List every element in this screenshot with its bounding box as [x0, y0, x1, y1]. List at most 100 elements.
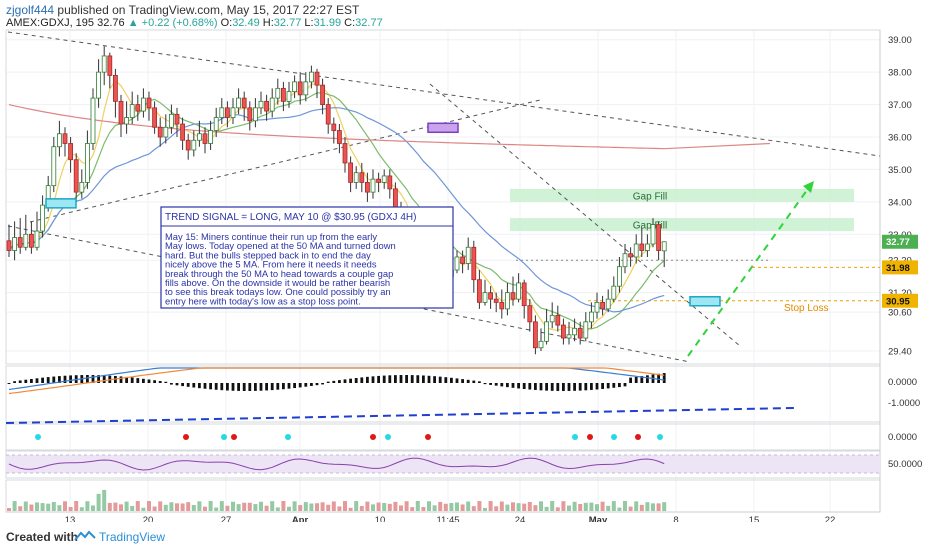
candle[interactable] [241, 97, 247, 109]
candle[interactable] [68, 143, 73, 161]
buy-marker[interactable] [689, 296, 721, 307]
candle[interactable] [454, 256, 460, 271]
candle[interactable] [544, 321, 549, 342]
candle[interactable] [113, 74, 118, 102]
candle[interactable] [325, 104, 331, 125]
candle[interactable] [213, 117, 219, 131]
candle[interactable] [381, 175, 387, 183]
candle[interactable] [628, 253, 633, 258]
signal-markers[interactable] [45, 122, 721, 307]
trendline-falling[interactable] [429, 83, 741, 347]
candle[interactable] [247, 107, 253, 122]
candle[interactable] [174, 113, 180, 125]
candle[interactable] [146, 97, 152, 109]
candle[interactable] [538, 340, 544, 349]
candle[interactable] [157, 126, 163, 138]
candle[interactable] [51, 146, 57, 187]
projection-arrow[interactable] [687, 185, 811, 357]
author-name[interactable]: zjgolf444 [6, 3, 55, 17]
candle[interactable] [208, 130, 214, 144]
candle[interactable] [85, 143, 90, 183]
candle[interactable] [73, 159, 79, 193]
candle[interactable] [308, 71, 314, 83]
candle[interactable] [370, 178, 376, 193]
candle[interactable] [6, 240, 12, 251]
candle[interactable] [219, 107, 225, 118]
candle[interactable] [622, 253, 628, 268]
candle[interactable] [527, 305, 533, 323]
candle[interactable] [577, 327, 583, 339]
time-axis[interactable]: 13 20 27 Apr 10 11:45 24 May 8 15 22 [6, 511, 880, 526]
candle[interactable] [79, 182, 85, 193]
candle[interactable] [224, 107, 230, 118]
candle[interactable] [516, 282, 521, 300]
buy-marker[interactable] [45, 198, 77, 209]
candle[interactable] [314, 71, 320, 86]
candle[interactable] [387, 175, 393, 190]
candle[interactable] [230, 107, 236, 118]
candle[interactable] [504, 292, 510, 310]
candle[interactable] [471, 246, 477, 281]
candle[interactable] [645, 243, 650, 251]
candle[interactable] [566, 334, 572, 339]
candle[interactable] [561, 324, 566, 339]
candle[interactable] [482, 292, 488, 303]
candle[interactable] [196, 133, 202, 141]
candle[interactable] [533, 321, 538, 349]
candle[interactable] [331, 123, 337, 131]
candle[interactable] [488, 292, 494, 300]
candle[interactable] [62, 133, 68, 144]
candle[interactable] [650, 224, 656, 245]
candle[interactable] [163, 126, 169, 138]
candle[interactable] [611, 285, 617, 300]
symbol-label[interactable]: AMEX:GDXJ, 195 [6, 17, 95, 29]
candle[interactable] [633, 243, 639, 258]
candle[interactable] [342, 143, 348, 164]
candle[interactable] [297, 81, 303, 96]
annotations[interactable]: TREND SIGNAL = LONG, MAY 10 @ $30.95 (GD… [160, 206, 828, 314]
candle[interactable] [12, 237, 18, 251]
candle[interactable] [549, 314, 555, 323]
candle[interactable] [129, 104, 135, 118]
candle[interactable] [460, 256, 466, 264]
price-tag[interactable] [882, 293, 918, 308]
candle[interactable] [202, 133, 208, 144]
candle[interactable] [101, 55, 107, 73]
candle[interactable] [589, 311, 594, 323]
price-tag[interactable] [882, 234, 918, 249]
candle[interactable] [269, 97, 275, 112]
candle[interactable] [493, 298, 499, 303]
candle[interactable] [336, 130, 342, 144]
candle[interactable] [168, 113, 174, 128]
candle[interactable] [280, 87, 286, 102]
candle[interactable] [107, 55, 113, 76]
candle[interactable] [359, 172, 365, 183]
candle[interactable] [180, 123, 186, 141]
candle[interactable] [656, 224, 661, 251]
candle[interactable] [465, 246, 471, 264]
candle[interactable] [600, 301, 605, 310]
candle[interactable] [96, 71, 101, 99]
candle[interactable] [17, 237, 23, 248]
candle[interactable] [572, 327, 577, 336]
candle[interactable] [639, 243, 645, 251]
candle[interactable] [376, 178, 382, 183]
candle[interactable] [118, 100, 124, 125]
commentary-box[interactable] [160, 206, 454, 309]
gap-fill-zone[interactable] [510, 188, 854, 202]
candle[interactable] [28, 233, 34, 248]
candle[interactable] [264, 100, 270, 112]
price-tag[interactable] [882, 260, 918, 275]
candle[interactable] [555, 314, 561, 326]
candle[interactable] [476, 279, 482, 303]
candle[interactable] [152, 107, 158, 128]
candle[interactable] [140, 97, 146, 112]
candle[interactable] [364, 182, 370, 193]
candle[interactable] [23, 233, 29, 248]
candle[interactable] [605, 298, 611, 310]
candle[interactable] [124, 117, 129, 125]
candle[interactable] [57, 133, 62, 148]
candle[interactable] [594, 301, 600, 313]
candle[interactable] [275, 87, 281, 99]
